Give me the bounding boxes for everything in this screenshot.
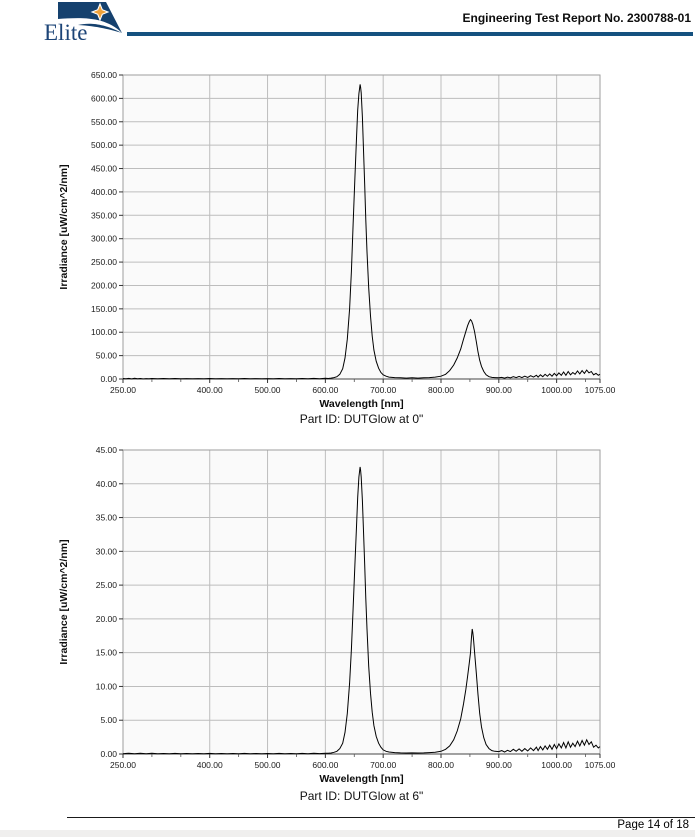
x-tick-label: 600.00 — [312, 385, 338, 395]
y-tick-label: 350.00 — [91, 210, 117, 220]
x-tick-label: 400.00 — [197, 385, 223, 395]
x-axis-title: Wavelength [nm] — [319, 773, 403, 785]
y-tick-label: 0.00 — [100, 374, 117, 384]
x-tick-label: 1000.00 — [541, 385, 572, 395]
x-tick-label: 1075.00 — [585, 760, 616, 770]
page-number-label: Page 14 of 18 — [617, 819, 689, 831]
x-tick-label: 500.00 — [255, 385, 281, 395]
x-tick-label: 1075.00 — [585, 385, 616, 395]
chart-1-plot: 250.00 400.00 500.00 600.00 700.00 800.00 900.… — [58, 70, 616, 410]
page-bottom-strip — [0, 830, 695, 837]
x-tick-label: 800.00 — [428, 760, 454, 770]
logo-wordmark: Elite — [44, 20, 88, 45]
x-tick-label: 250.00 — [110, 760, 136, 770]
report-title: Engineering Test Report No. 2300788-01 — [462, 11, 691, 25]
y-tick-label: 35.00 — [96, 513, 118, 523]
x-tick-label: 700.00 — [370, 385, 396, 395]
y-axis-title: Irradiance [uW/cm^2/nm] — [58, 164, 70, 289]
y-tick-label: 15.00 — [96, 648, 118, 658]
x-tick-label: 600.00 — [312, 760, 338, 770]
chart-1-caption: Part ID: DUTGlow at 0" — [299, 412, 424, 426]
y-tick-label: 300.00 — [91, 234, 117, 244]
plot-area — [123, 450, 600, 754]
y-tick-label: 100.00 — [91, 327, 117, 337]
footer-rule — [67, 817, 695, 818]
y-axis-title: Irradiance [uW/cm^2/nm] — [58, 539, 70, 664]
x-tick-label: 900.00 — [486, 385, 512, 395]
elite-logo-banner-icon — [58, 2, 122, 33]
y-tick-label: 400.00 — [91, 187, 117, 197]
y-tick-label: 25.00 — [96, 580, 118, 590]
y-tick-label: 250.00 — [91, 257, 117, 267]
x-axis-title: Wavelength [nm] — [319, 398, 403, 410]
x-tick-label: 250.00 — [110, 385, 136, 395]
y-tick-label: 30.00 — [96, 546, 118, 556]
x-tick-label: 900.00 — [486, 760, 512, 770]
x-tick-label: 800.00 — [428, 385, 454, 395]
header-rule — [127, 32, 693, 36]
y-tick-label: 10.00 — [96, 681, 118, 691]
y-tick-label: 150.00 — [91, 304, 117, 314]
y-tick-label: 500.00 — [91, 140, 117, 150]
x-tick-label: 500.00 — [255, 760, 281, 770]
y-tick-label: 50.00 — [96, 351, 118, 361]
plot-area — [123, 75, 600, 379]
y-tick-label: 5.00 — [100, 715, 117, 725]
x-tick-label: 700.00 — [370, 760, 396, 770]
y-tick-label: 550.00 — [91, 117, 117, 127]
elite-logo: Elite — [44, 1, 122, 47]
y-tick-label: 600.00 — [91, 93, 117, 103]
y-tick-label: 650.00 — [91, 70, 117, 80]
y-tick-label: 20.00 — [96, 614, 118, 624]
y-tick-label: 45.00 — [96, 445, 118, 455]
x-tick-label: 400.00 — [197, 760, 223, 770]
spectrum-curve — [122, 84, 601, 380]
y-tick-label: 200.00 — [91, 280, 117, 290]
chart-2-plot: 250.00 400.00 500.00 600.00 700.00 800.00 900.… — [58, 445, 616, 785]
y-tick-label: 40.00 — [96, 479, 118, 489]
spectrum-curve — [122, 466, 601, 755]
star-icon — [90, 2, 110, 22]
y-tick-label: 0.00 — [100, 749, 117, 759]
x-tick-label: 1000.00 — [541, 760, 572, 770]
chart-2-caption: Part ID: DUTGlow at 6" — [299, 789, 424, 803]
y-tick-label: 450.00 — [91, 164, 117, 174]
